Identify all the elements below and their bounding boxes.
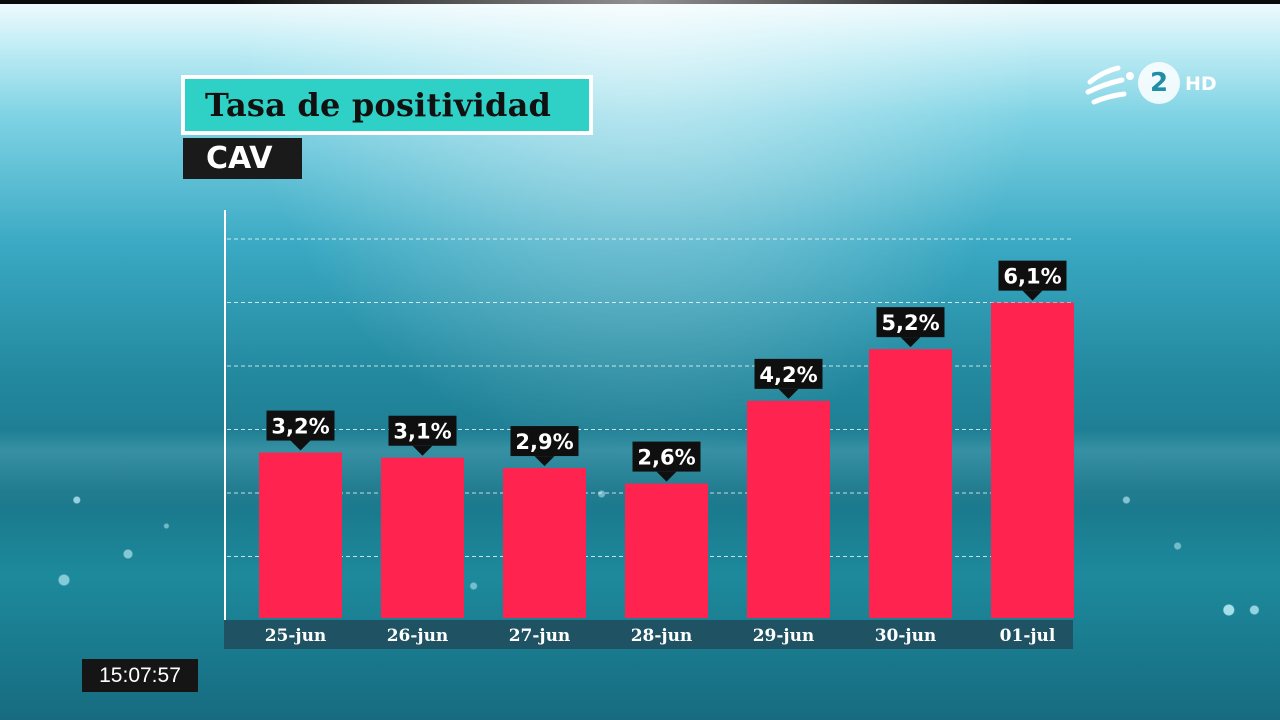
bar-01-jul (991, 302, 1074, 618)
value-label-pointer (900, 337, 921, 348)
value-label-26-jun: 3,1% (388, 415, 457, 456)
x-tick-label: 28-jun (631, 626, 693, 646)
value-label-29-jun: 4,2% (754, 358, 823, 399)
chart-title: Tasa de positividad (205, 86, 552, 124)
value-label-28-jun: 2,6% (632, 441, 701, 482)
chart-subtitle: CAV (206, 141, 273, 176)
value-label-pointer (656, 471, 677, 482)
value-label-box (754, 358, 823, 389)
x-tick-label: 26-jun (387, 626, 449, 646)
channel-logo-icon (1085, 65, 1134, 105)
value-label-box (510, 426, 579, 457)
bar-27-jun (503, 468, 586, 618)
value-label-pointer (1022, 290, 1043, 301)
value-label-text: 6,1% (1003, 265, 1061, 289)
x-tick-label: 25-jun (265, 626, 327, 646)
chart-x-tick-labels: 25-jun 26-jun 27-jun 28-jun 29-jun 30-jun 01-j… (265, 626, 1056, 646)
chart-value-labels: 3,2% 3,1% 2,9% 2,6% 4,2% 5,2% 6,1% (266, 260, 1067, 482)
value-label-text: 4,2% (759, 363, 817, 387)
x-tick-label: 01-jul (1000, 626, 1056, 646)
value-label-pointer (412, 445, 433, 456)
bar-30-jun (869, 349, 952, 618)
value-label-box (876, 307, 945, 338)
bar-28-jun (625, 483, 708, 618)
x-axis-strip (224, 620, 1073, 649)
value-label-box (632, 441, 701, 472)
value-label-text: 3,2% (271, 415, 329, 439)
value-label-pointer (290, 440, 311, 451)
x-tick-label: 27-jun (509, 626, 571, 646)
bar-25-jun (259, 452, 342, 618)
value-label-01-jul: 6,1% (998, 260, 1067, 301)
value-label-box (388, 415, 457, 446)
channel-number-badge: 2 (1138, 62, 1180, 104)
value-label-27-jun: 2,9% (510, 426, 579, 467)
chart-subtitle-box: CAV (183, 138, 302, 179)
value-label-text: 3,1% (393, 420, 451, 444)
value-label-box (998, 260, 1067, 291)
chart-title-box: Tasa de positividad (181, 75, 593, 135)
bar-26-jun (381, 457, 464, 618)
chart-bars (259, 302, 1074, 618)
value-label-text: 2,6% (637, 446, 695, 470)
value-label-text: 5,2% (881, 311, 939, 335)
value-label-30-jun: 5,2% (876, 307, 945, 348)
bar-29-jun (747, 400, 830, 618)
x-tick-label: 30-jun (875, 626, 937, 646)
value-label-text: 2,9% (515, 430, 573, 454)
hd-badge: HD (1185, 73, 1217, 95)
broadcast-clock: 15:07:57 (82, 659, 198, 692)
value-label-pointer (534, 456, 555, 467)
x-tick-label: 29-jun (753, 626, 815, 646)
value-label-pointer (778, 388, 799, 399)
value-label-25-jun: 3,2% (266, 410, 335, 451)
value-label-box (266, 410, 335, 441)
